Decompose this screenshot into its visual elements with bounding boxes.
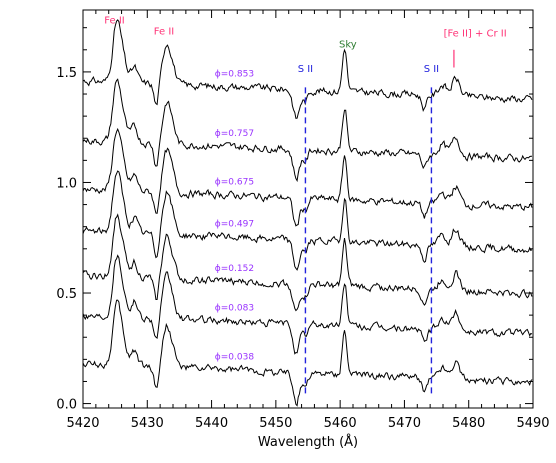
- line-labels: Fe II Fe II Sky [Fe II] + Cr II: [104, 15, 507, 68]
- x-tick-label: 5420: [66, 416, 99, 431]
- x-tick-label: 5440: [195, 416, 228, 431]
- axis-ticks: 5420 5430 5440 5450 5460 5470 5480 5490 0.0 0.5 1.…: [56, 10, 550, 431]
- phase-label: ϕ=0.497: [215, 220, 254, 230]
- line-id-label: Sky: [339, 40, 357, 51]
- phase-label: ϕ=0.152: [215, 264, 254, 274]
- x-axis-title: Wavelength (Å): [258, 434, 358, 450]
- line-id-label: [Fe II] + Cr II: [444, 29, 507, 40]
- s2-lines: S II S II: [298, 64, 439, 395]
- spectrum-line: [82, 78, 533, 183]
- phase-label: ϕ=0.675: [215, 178, 254, 188]
- line-id-label: Fe II: [154, 26, 174, 37]
- spectra-group: ϕ=0.853 ϕ=0.757 ϕ=0.675 ϕ=0.497 ϕ=0.152 ϕ=0.0…: [82, 19, 533, 407]
- spectrum-line: [82, 170, 533, 271]
- x-tick-label: 5480: [452, 416, 485, 431]
- spectrum-line: [82, 19, 533, 119]
- y-tick-label: 0.5: [56, 287, 77, 302]
- phase-label: ϕ=0.757: [215, 129, 254, 139]
- spectrum-line: [82, 299, 533, 407]
- s2-label: S II: [424, 64, 439, 75]
- x-tick-label: 5490: [516, 416, 549, 431]
- phase-label: ϕ=0.853: [215, 69, 254, 79]
- spectrum-line: [82, 213, 533, 312]
- x-tick-label: 5430: [131, 416, 164, 431]
- x-tick-label: 5470: [388, 416, 421, 431]
- spectrum-line: [82, 254, 533, 355]
- x-tick-label: 5450: [259, 416, 292, 431]
- x-tick-label: 5460: [324, 416, 357, 431]
- y-tick-label: 1.0: [56, 176, 77, 191]
- y-tick-label: 0.0: [56, 398, 77, 413]
- phase-label: ϕ=0.038: [215, 352, 255, 362]
- spectrum-line: [82, 127, 533, 227]
- s2-label: S II: [298, 64, 313, 75]
- phase-label: ϕ=0.083: [215, 304, 254, 314]
- plot-frame: [82, 9, 534, 409]
- y-tick-label: 1.5: [56, 66, 77, 81]
- line-id-label: Fe II: [104, 15, 124, 26]
